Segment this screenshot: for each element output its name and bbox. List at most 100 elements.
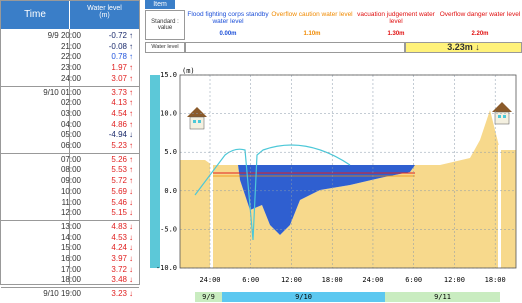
level-cell: 4.13: [81, 98, 127, 107]
level-cell: 5.53: [81, 165, 127, 174]
left-bank-marker: [210, 150, 213, 268]
y-tick-label: 15.0: [160, 71, 177, 79]
right-bank-marker: [498, 145, 501, 268]
level-cell: -4.94: [81, 130, 127, 139]
water-level-label: Water level: [145, 42, 185, 53]
x-tick-label: 6:00: [405, 276, 422, 284]
time-cell: 15:00: [1, 243, 81, 252]
time-cell: 08:00: [1, 165, 81, 174]
level-cell: 0.78: [81, 52, 127, 61]
level-value: 1.30m: [355, 31, 437, 37]
time-cell: 22:00: [1, 52, 81, 61]
date-label: 9/11: [434, 293, 451, 301]
level-cell: 3.23: [81, 289, 127, 298]
time-cell: 07:00: [1, 155, 81, 164]
group-separator: [1, 220, 139, 221]
level-cell: 4.83: [81, 222, 127, 231]
time-cell: 04:00: [1, 120, 81, 129]
level-cell: 5.46: [81, 198, 127, 207]
trend-cell: ↓: [129, 233, 133, 242]
level-header: Water level (m): [70, 1, 139, 29]
trend-cell: ↓: [129, 222, 133, 231]
level-cell: 5.72: [81, 176, 127, 185]
trend-cell: ↓: [129, 187, 133, 196]
time-cell: 17:00: [1, 265, 81, 274]
level-table: Time Water level (m) 9/9 20:00-0.72↑21:0…: [0, 0, 140, 285]
standard-label: Standard : value: [145, 10, 185, 40]
trend-cell: ↑: [129, 155, 133, 164]
level-cell: 1.97: [81, 63, 127, 72]
time-cell: 09:00: [1, 176, 81, 185]
x-tick-label: 12:00: [281, 276, 302, 284]
level-name: Overflow danger water level: [439, 11, 521, 18]
group-separator: [1, 287, 139, 288]
page: Time Water level (m) 9/9 20:00-0.72↑21:0…: [0, 0, 522, 303]
trend-cell: ↓: [129, 265, 133, 274]
y-tick-label: 5.0: [164, 148, 177, 156]
level-cell: 4.24: [81, 243, 127, 252]
level-value: 0.00m: [187, 31, 269, 37]
level-cell: 4.53: [81, 233, 127, 242]
trend-cell: ↓: [129, 130, 133, 139]
level-cell: -0.08: [81, 42, 127, 51]
time-cell: 9/10 19:00: [1, 289, 81, 298]
time-cell: 11:00: [1, 198, 81, 207]
level-cell: 3.72: [81, 265, 127, 274]
trend-cell: ↓: [129, 243, 133, 252]
time-cell: 06:00: [1, 141, 81, 150]
trend-cell: ↑: [129, 109, 133, 118]
trend-cell: ↑: [129, 176, 133, 185]
level-cell: 4.54: [81, 109, 127, 118]
x-tick-label: 12:00: [444, 276, 465, 284]
level-cell: 3.73: [81, 88, 127, 97]
x-tick-label: 24:00: [199, 276, 220, 284]
level-name: vacuation judgement water level: [355, 11, 437, 25]
x-tick-label: 18:00: [485, 276, 506, 284]
trend-cell: ↑: [129, 120, 133, 129]
y-unit: (m): [182, 67, 195, 75]
time-cell: 9/10 01:00: [1, 88, 81, 97]
water-level-row: [185, 42, 405, 53]
level-cell: 5.26: [81, 155, 127, 164]
level-value: 2.20m: [439, 31, 521, 37]
level-value: 1.10m: [271, 31, 353, 37]
time-cell: 9/9 20:00: [1, 31, 81, 40]
y-tick-label: -10.0: [156, 264, 177, 272]
trend-cell: ↑: [129, 63, 133, 72]
item-header: Item: [145, 0, 175, 9]
trend-cell: ↑: [129, 141, 133, 150]
trend-cell: ↓: [129, 289, 133, 298]
time-cell: 13:00: [1, 222, 81, 231]
level-cell: -0.72: [81, 31, 127, 40]
date-label: 9/9: [202, 293, 215, 301]
group-separator: [1, 153, 139, 154]
time-cell: 10:00: [1, 187, 81, 196]
trend-cell: ↓: [129, 254, 133, 263]
group-separator: [1, 86, 139, 87]
level-cell: 3.48: [81, 275, 127, 284]
x-tick-label: 18:00: [322, 276, 343, 284]
current-level: 3.23m ↓: [405, 42, 522, 53]
level-header-text: Water level: [70, 5, 139, 12]
time-cell: 21:00: [1, 42, 81, 51]
time-cell: 18:00: [1, 275, 81, 284]
time-cell: 16:00: [1, 254, 81, 263]
level-cell: 5.23: [81, 141, 127, 150]
y-tick-label: -5.0: [160, 225, 177, 233]
level-cell: 3.07: [81, 74, 127, 83]
level-cell: 5.15: [81, 208, 127, 217]
y-tick-label: 10.0: [160, 110, 177, 118]
time-header: Time: [1, 1, 69, 29]
time-cell: 24:00: [1, 74, 81, 83]
trend-cell: ↑: [129, 31, 133, 40]
level-header-unit: (m): [70, 12, 139, 19]
axis-band: [150, 75, 160, 268]
house-left: [187, 107, 207, 129]
time-cell: 02:00: [1, 98, 81, 107]
level-header-panel: Item Standard : value Water level 3.23m …: [145, 0, 522, 55]
level-cell: 5.69: [81, 187, 127, 196]
time-cell: 12:00: [1, 208, 81, 217]
trend-cell: ↓: [129, 208, 133, 217]
level-cell: 3.97: [81, 254, 127, 263]
terrain: [180, 110, 516, 268]
